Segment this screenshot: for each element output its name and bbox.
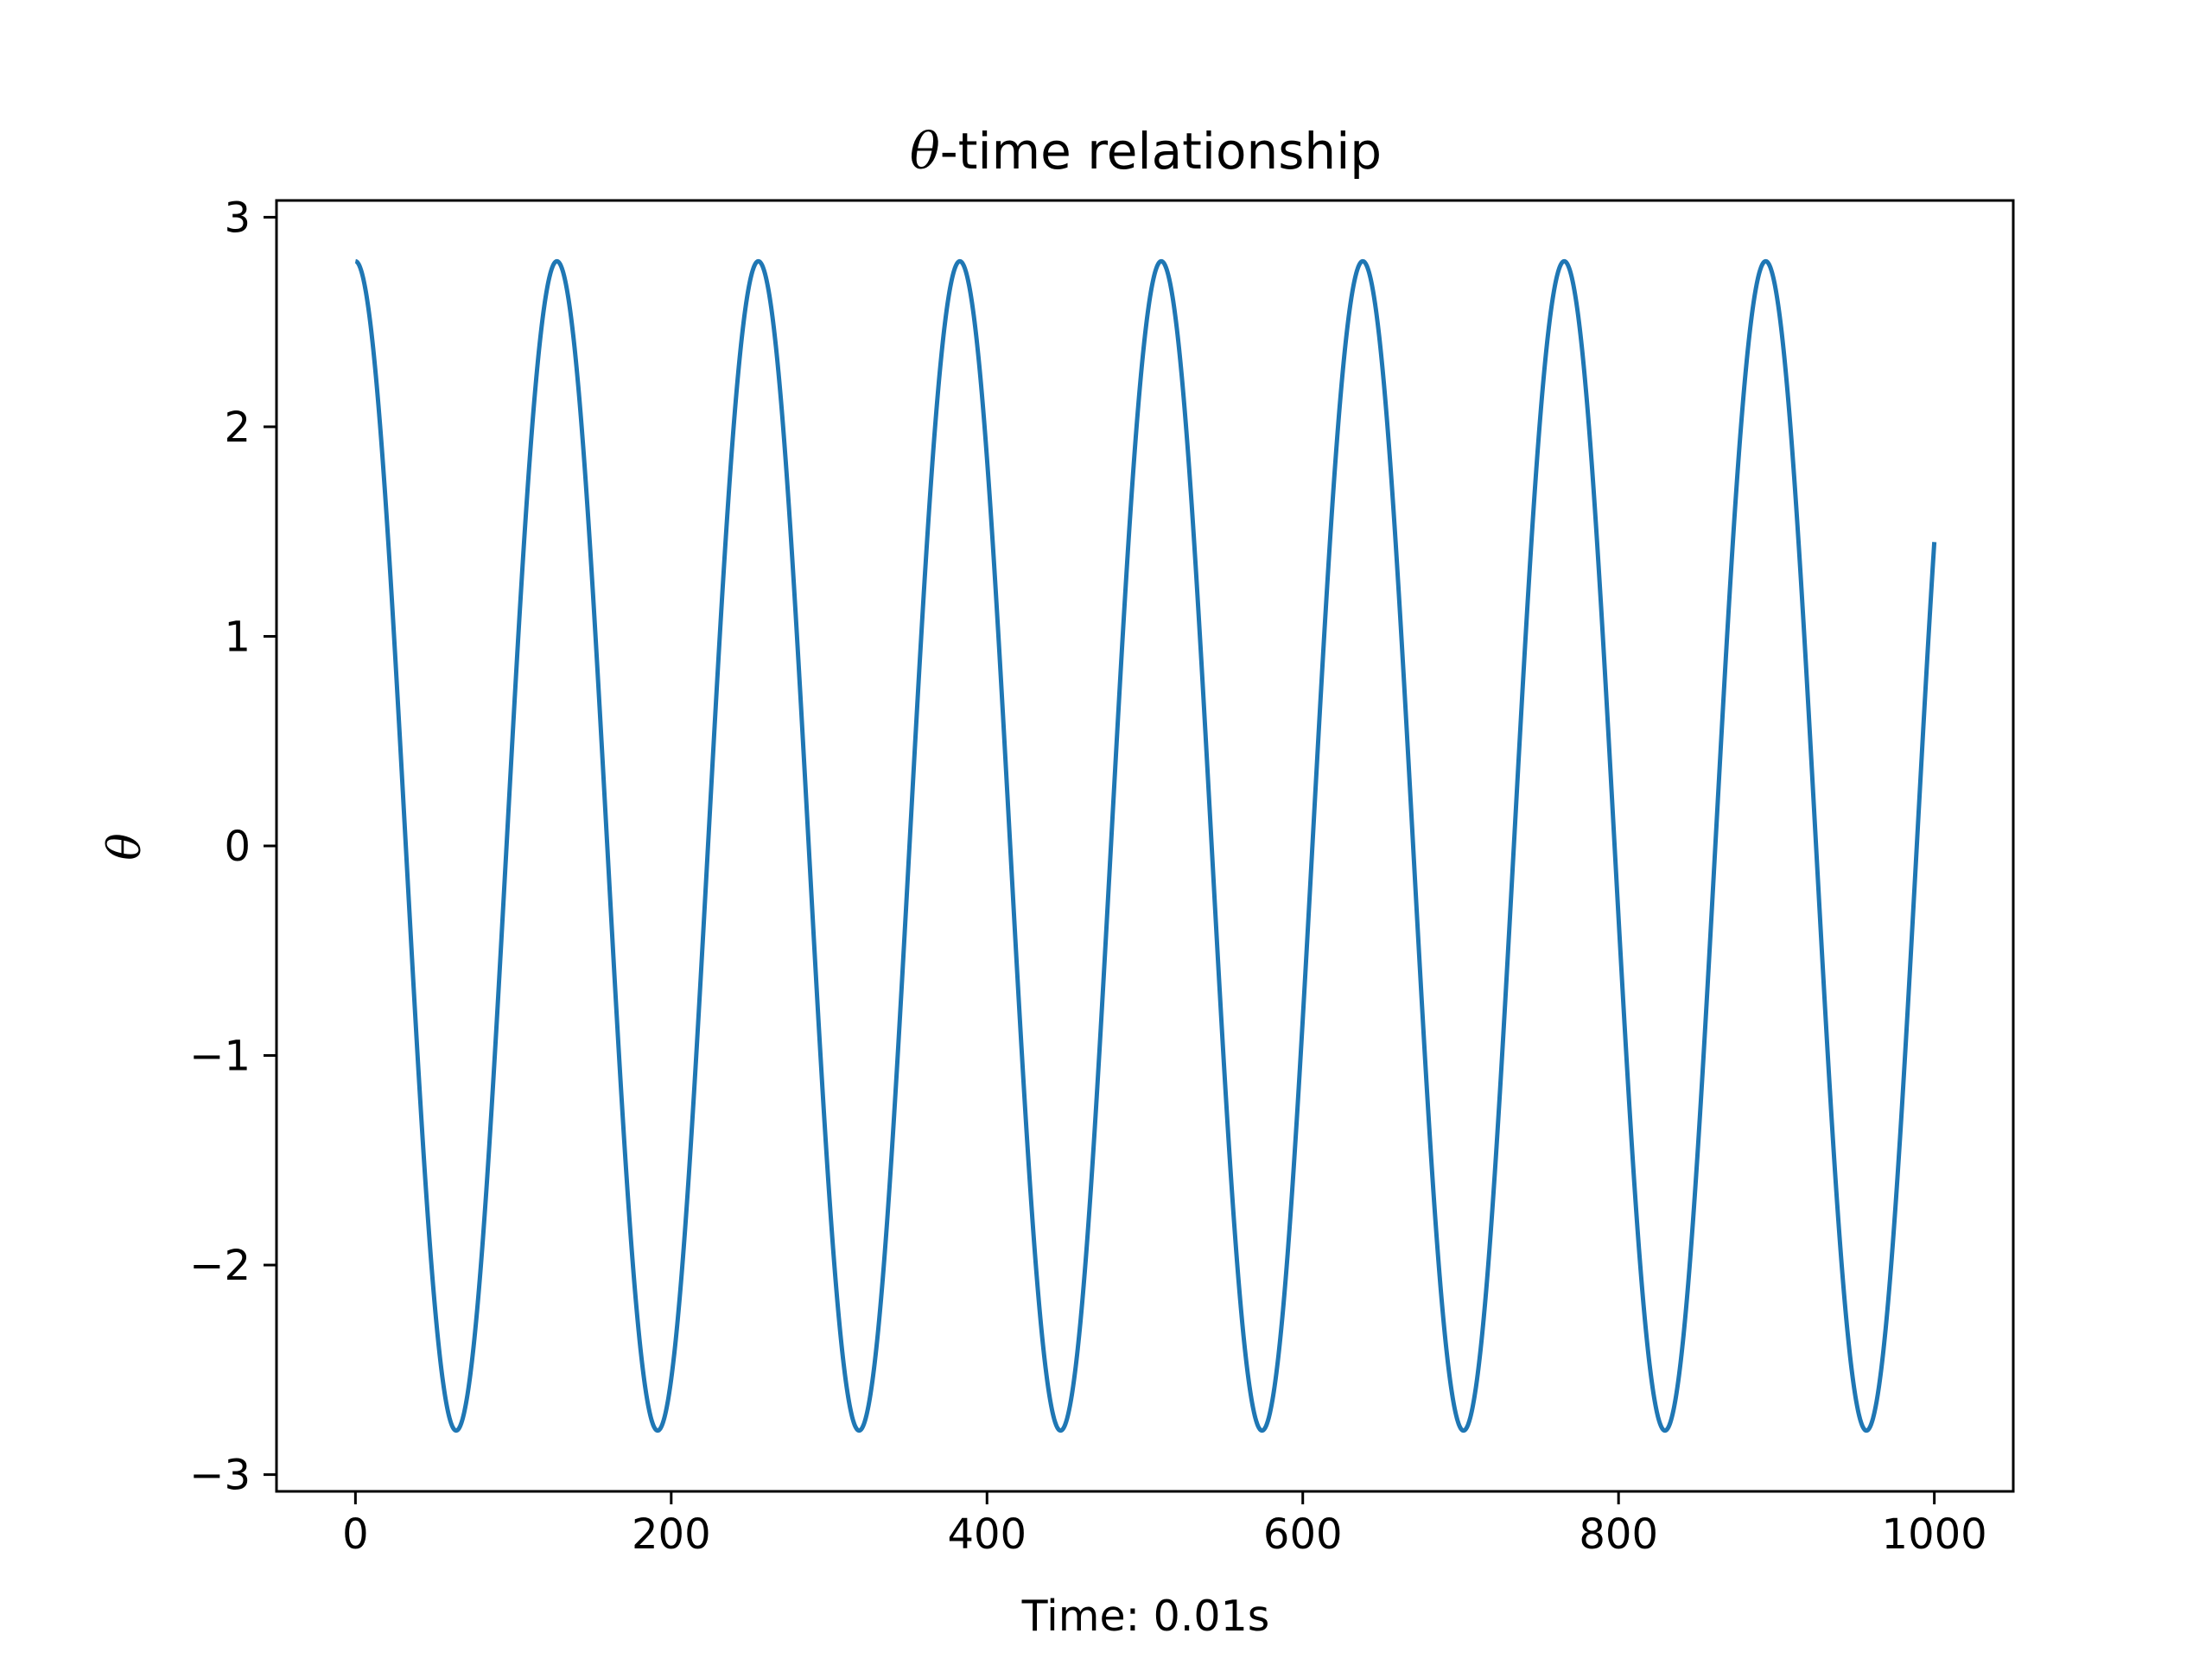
- x-tick-label: 200: [632, 1510, 711, 1559]
- y-tick-label: 1: [224, 613, 251, 661]
- y-tick-label: 3: [224, 194, 251, 242]
- theta-series-line: [353, 258, 1937, 1433]
- x-axis-label: Time: 0.01s: [1021, 1592, 1270, 1641]
- x-tick-label: 400: [947, 1510, 1027, 1559]
- y-axis-ticks: −3 −2 −1 0 1 2 3: [189, 194, 276, 1500]
- x-tick-label: 800: [1579, 1510, 1658, 1559]
- y-tick-label: −2: [189, 1242, 251, 1290]
- y-tick-label: −3: [189, 1452, 251, 1500]
- x-tick-label: 600: [1263, 1510, 1343, 1559]
- chart-title-symbol: θ: [910, 122, 940, 181]
- plot-area-frame: [275, 199, 2015, 1493]
- y-axis-label: θ: [99, 833, 151, 860]
- y-tick-label: 0: [224, 823, 251, 871]
- y-tick-label: −1: [189, 1033, 251, 1081]
- chart-title: θ-time relationship: [910, 122, 1382, 181]
- x-axis-ticks: 0 200 400 600 800 1000: [342, 1491, 1987, 1559]
- y-tick-label: 2: [224, 404, 251, 452]
- x-tick-label: 0: [342, 1510, 369, 1559]
- chart-title-text: -time relationship: [940, 122, 1382, 181]
- x-tick-label: 1000: [1882, 1510, 1987, 1559]
